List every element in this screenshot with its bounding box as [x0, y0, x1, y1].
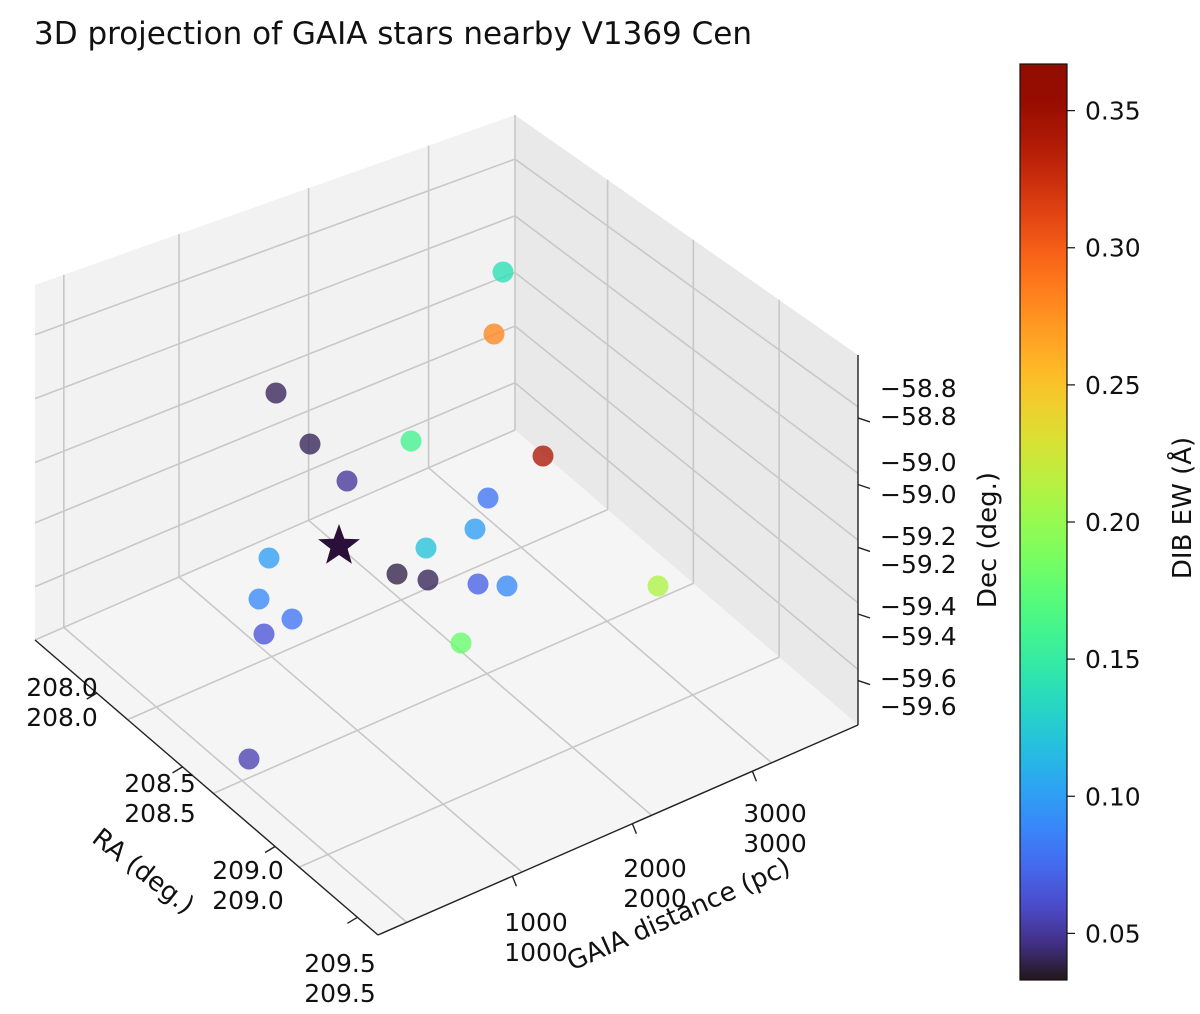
dist-tick-label-dup-2: 3000 [743, 829, 807, 858]
ra-tick-label-3: 209.5 [304, 949, 376, 978]
dist-tick-mark-0 [511, 875, 518, 887]
ra-axis-line [34, 639, 379, 936]
floor-pane [35, 430, 858, 935]
dec-tick-label-dup-4: −59.6 [880, 692, 957, 721]
dec-grid-1 [34, 325, 859, 604]
dec-tick-label-4: −59.6 [880, 664, 957, 693]
axis-lines [34, 355, 859, 936]
colorbar-bar [1019, 63, 1068, 981]
dec-tick-label-2: −59.2 [880, 522, 957, 551]
data-point [467, 573, 489, 595]
dec-tick-mark-2 [857, 546, 871, 553]
dec-tick-label-3: −59.4 [880, 592, 957, 621]
distance-axis-line [377, 724, 859, 936]
colorbar-tick-label: 0.10 [1085, 782, 1141, 811]
data-point [532, 445, 554, 467]
colorbar-tick-label: 0.30 [1085, 234, 1141, 263]
ra-axis-label: RA (deg.) [86, 823, 200, 921]
ra-tick-label-2: 209.0 [212, 856, 284, 885]
data-point [483, 323, 505, 345]
data-point [417, 569, 439, 591]
dec-tick-label-1: −59.0 [880, 448, 957, 477]
dist-grid-floor-1 [127, 508, 608, 721]
dist-tick-mark-2 [751, 770, 758, 782]
dist-tick-mark-1 [631, 823, 638, 834]
colorbar-tick-label: 0.35 [1085, 97, 1141, 126]
data-point [238, 748, 260, 770]
axis-panes [35, 115, 858, 935]
dec-axis-label: Dec (deg.) [973, 472, 1003, 608]
dist-tick-label-2: 3000 [743, 799, 807, 828]
dec-grid-0 [34, 381, 859, 671]
ra-tick-label-1: 208.5 [124, 769, 196, 798]
chart-title: 3D projection of GAIA stars nearby V1369… [34, 16, 752, 52]
dec-tick-label-dup-0: −58.8 [880, 402, 957, 431]
data-point [265, 382, 287, 404]
data-point [647, 575, 669, 597]
ra-grid-floor-3 [63, 626, 408, 924]
ra-tick-label-dup-1: 208.5 [124, 799, 196, 828]
dist-tick-label-dup-1: 2000 [623, 884, 687, 913]
data-points [238, 261, 669, 770]
dec-grid-4 [34, 158, 859, 408]
ra-tick-mark-3 [347, 916, 358, 924]
dec-grid-2 [34, 271, 859, 541]
ra-tick-label-dup-3: 209.5 [304, 979, 376, 1008]
dist-tick-label-0: 1000 [504, 908, 568, 937]
data-point [415, 537, 437, 559]
data-point [336, 470, 358, 492]
data-point [299, 433, 321, 455]
ra-tick-label-dup-0: 208.0 [26, 703, 98, 732]
colorbar-tick-label: 0.20 [1085, 508, 1141, 537]
data-point [400, 430, 422, 452]
colorbar: 0.05 0.10 0.15 0.20 0.25 0.30 0.35 DIB EW (Å) [1019, 63, 1198, 981]
dec-tick-mark-3 [857, 613, 871, 619]
data-point [281, 608, 303, 630]
ra-tick-mark-1 [172, 766, 183, 774]
data-point [386, 563, 408, 585]
dec-tick-mark-1 [857, 483, 871, 490]
ra-tick-label-0: 208.0 [26, 673, 98, 702]
dec-grid-3 [34, 214, 859, 475]
dist-tick-label-1: 2000 [623, 854, 687, 883]
ra-grid-floor-2 [178, 576, 523, 873]
ra-tick-mark-2 [264, 845, 276, 854]
dec-tick-label-dup-2: −59.2 [880, 550, 957, 579]
colorbar-tick-label: 0.15 [1085, 645, 1141, 674]
back-left-pane [35, 115, 515, 640]
ra-tick-mark-0 [86, 692, 98, 700]
dist-grid-floor-0 [34, 429, 516, 641]
data-point [450, 632, 472, 654]
dec-tick-label-dup-3: −59.4 [880, 622, 957, 651]
ra-tick-label-dup-2: 209.0 [212, 886, 284, 915]
ra-grid-floor-1 [308, 519, 653, 816]
ra-grid-floor-0 [428, 467, 773, 764]
grid-lines [34, 115, 859, 924]
data-point [492, 261, 514, 283]
dec-tick-label-0: −58.8 [880, 374, 957, 403]
dist-grid-floor-2 [213, 582, 694, 795]
colorbar-tick-label: 0.05 [1085, 919, 1141, 948]
dist-tick-label-dup-0: 1000 [504, 938, 568, 967]
data-point [258, 547, 280, 569]
data-point [477, 487, 499, 509]
colorbar-tick-label: 0.25 [1085, 371, 1141, 400]
dec-tick-label-dup-1: −59.0 [880, 480, 957, 509]
data-point [253, 623, 275, 645]
back-right-pane [515, 115, 858, 725]
data-point [496, 575, 518, 597]
dec-tick-mark-4 [857, 679, 871, 686]
data-point [464, 518, 486, 540]
dist-grid-floor-3 [298, 656, 780, 868]
data-point [248, 588, 270, 610]
colorbar-label: DIB EW (Å) [1166, 437, 1198, 579]
dec-tick-mark-0 [857, 417, 871, 423]
target-star-marker [318, 524, 360, 564]
